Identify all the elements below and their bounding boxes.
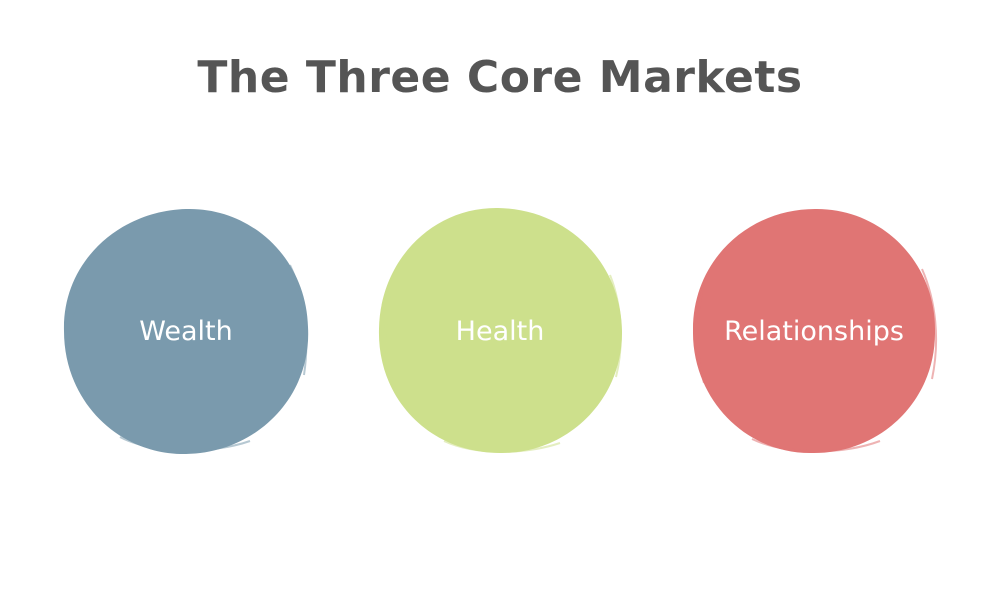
market-circle-relationships: Relationships [688, 205, 940, 457]
brush-stroke-wealth [63, 208, 309, 455]
brush-stroke-health [378, 207, 623, 454]
diagram-title: The Three Core Markets [197, 52, 803, 103]
market-label-wealth: Wealth [139, 315, 233, 347]
brush-circle-wealth [63, 208, 309, 455]
brush-edge-wealth [69, 264, 308, 452]
market-circle-wealth: Wealth [60, 205, 312, 457]
brush-stroke-relationships [692, 208, 936, 454]
market-circle-health: Health [374, 205, 626, 457]
brush-circle-health [378, 207, 623, 454]
market-label-health: Health [455, 315, 545, 347]
market-label-relationships: Relationships [724, 315, 904, 347]
brush-circle-relationships [692, 208, 938, 454]
brush-edge-relationships [696, 268, 938, 453]
brush-edge-health [384, 274, 622, 453]
